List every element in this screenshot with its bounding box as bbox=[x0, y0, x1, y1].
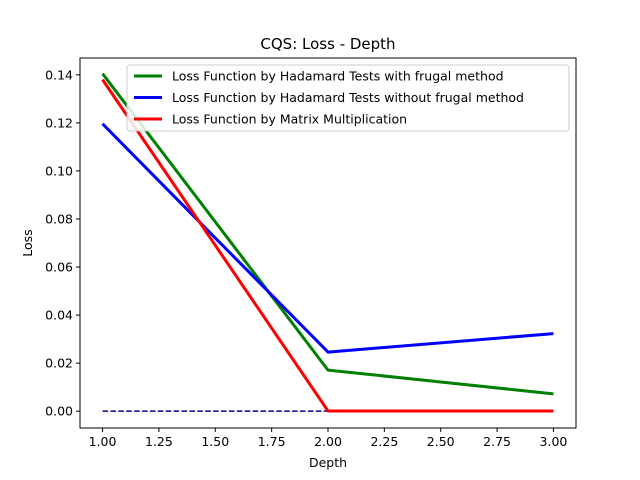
plot-frame bbox=[79, 57, 577, 429]
y-tick-label: 0.08 bbox=[45, 211, 73, 226]
legend-label-2: Loss Function by Hadamard Tests without … bbox=[172, 90, 524, 105]
chart-title: CQS: Loss - Depth bbox=[260, 35, 395, 53]
x-tick-label: 1.50 bbox=[201, 434, 229, 449]
legend-box bbox=[126, 64, 570, 132]
x-tick-label: 1.25 bbox=[145, 434, 173, 449]
x-axis-ticks: 1.00 1.25 1.50 1.75 2.00 2.25 2.50 2.75 3.00 bbox=[89, 428, 568, 449]
x-axis-title: Depth bbox=[309, 455, 347, 470]
y-tick-label: 0.00 bbox=[45, 404, 73, 419]
series-line-2 bbox=[101, 122, 554, 354]
x-tick-label: 2.50 bbox=[427, 434, 455, 449]
y-axis-ticks: 0.00 0.02 0.04 0.06 0.08 0.10 0.12 0.14 bbox=[45, 67, 80, 419]
x-tick-label: 2.00 bbox=[314, 434, 342, 449]
x-tick-label: 2.75 bbox=[483, 434, 511, 449]
legend-label-1: Loss Function by Hadamard Tests with fru… bbox=[172, 69, 504, 84]
y-axis-title: Loss bbox=[20, 229, 35, 256]
plot-lines bbox=[101, 72, 554, 413]
series-line-1 bbox=[101, 72, 554, 396]
y-tick-label: 0.12 bbox=[45, 115, 73, 130]
y-tick-label: 0.02 bbox=[45, 356, 73, 371]
y-tick-label: 0.06 bbox=[45, 260, 73, 275]
x-tick-label: 1.75 bbox=[258, 434, 286, 449]
legend-label-3: Loss Function by Matrix Multiplication bbox=[172, 112, 407, 127]
y-tick-label: 0.14 bbox=[45, 67, 73, 82]
x-tick-label: 1.00 bbox=[89, 434, 117, 449]
y-tick-label: 0.10 bbox=[45, 163, 73, 178]
legend: Loss Function by Hadamard Tests with fru… bbox=[126, 64, 570, 132]
series-line-3 bbox=[101, 78, 554, 413]
x-tick-label: 3.00 bbox=[540, 434, 568, 449]
y-tick-label: 0.04 bbox=[45, 308, 73, 323]
x-tick-label: 2.25 bbox=[370, 434, 398, 449]
